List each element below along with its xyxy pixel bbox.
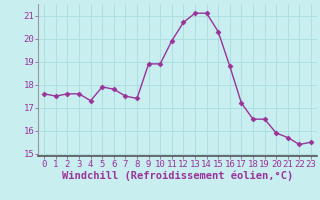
X-axis label: Windchill (Refroidissement éolien,°C): Windchill (Refroidissement éolien,°C) [62,171,293,181]
